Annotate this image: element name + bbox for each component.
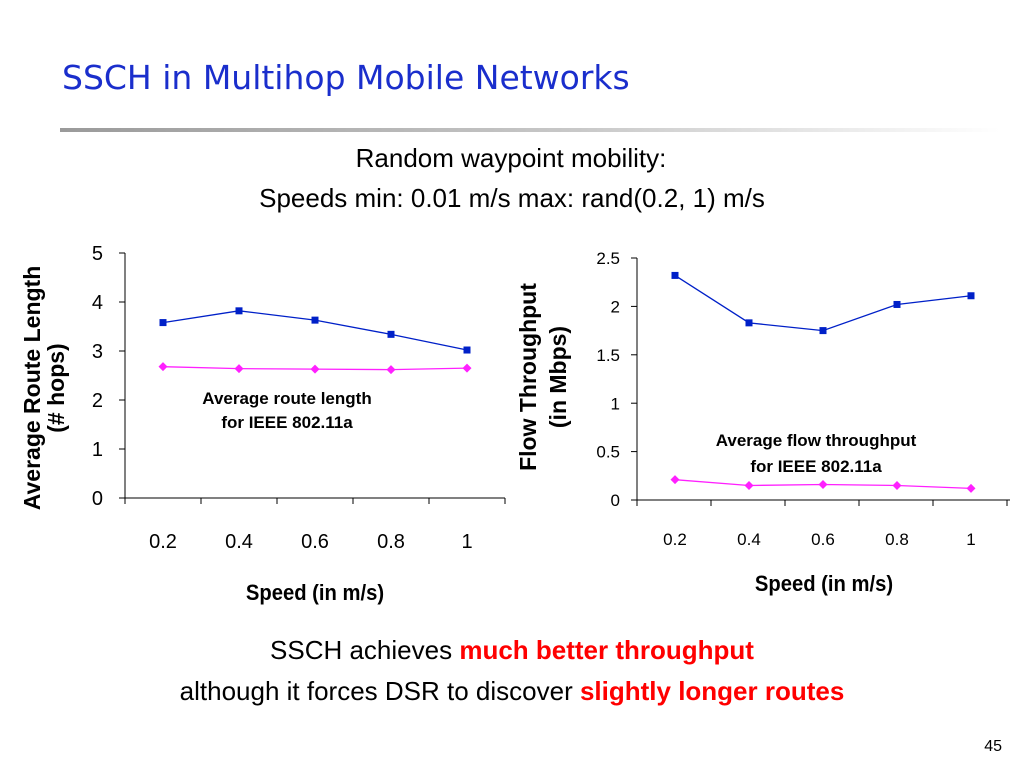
y-tick-label: 2 <box>92 390 103 412</box>
annotation-line-2: for IEEE 802.11a <box>750 457 882 476</box>
series-1-point <box>819 327 827 335</box>
title-rule <box>60 128 1000 132</box>
annotation-line-1: Average route length <box>202 389 371 408</box>
series-1-point <box>311 316 319 324</box>
slide-title: SSCH in Multihop Mobile Networks <box>62 58 630 97</box>
y-tick-label: 1 <box>611 394 620 413</box>
y-tick-label: 5 <box>92 243 103 265</box>
series-1-point <box>893 300 901 308</box>
conclusion-line-1: SSCH achieves much better throughput <box>0 635 1024 666</box>
annotation-line-2: for IEEE 802.11a <box>221 413 353 432</box>
y-axis-label-line-1: Average Route Length <box>19 266 45 511</box>
subtitle-line-1: Random waypoint mobility: <box>355 143 667 173</box>
x-tick-label: 0.8 <box>377 531 405 553</box>
x-tick-label: 0.2 <box>149 531 177 553</box>
series-2-point <box>744 480 754 490</box>
x-tick-label: 0.4 <box>737 530 761 549</box>
series-1-point <box>387 330 395 338</box>
series-1-point <box>235 307 243 315</box>
y-tick-label: 3 <box>92 341 103 363</box>
conclusion-line-2: although it forces DSR to discover sligh… <box>0 676 1024 707</box>
series-2-point <box>386 365 396 375</box>
y-tick-label: 2.5 <box>596 249 620 268</box>
x-tick-label: 0.6 <box>301 531 329 553</box>
y-axis-label-line-2: (# hops) <box>43 343 69 432</box>
x-tick-label: 1 <box>966 530 975 549</box>
y-tick-label: 1 <box>92 439 103 461</box>
y-tick-label: 2 <box>611 298 620 317</box>
subtitle-line-2: Speeds min: 0.01 m/s max: rand(0.2, 1) m… <box>259 183 765 213</box>
series-2-point <box>818 480 828 490</box>
series-2-point <box>462 363 472 373</box>
y-tick-label: 4 <box>92 292 103 314</box>
x-tick-label: 0.2 <box>663 530 687 549</box>
y-tick-label: 0 <box>92 488 103 510</box>
conclusion-line-1-text: SSCH achieves <box>270 635 460 665</box>
conclusion-line-1-highlight: much better throughput <box>459 635 754 665</box>
page-number: 45 <box>984 738 1002 755</box>
series-2-point <box>966 483 976 493</box>
y-tick-label: 0.5 <box>596 443 620 462</box>
x-tick-label: 0.6 <box>811 530 835 549</box>
series-2-point <box>892 480 902 490</box>
x-axis-label: Speed (in m/s) <box>246 581 384 605</box>
x-tick-label: 0.8 <box>885 530 909 549</box>
x-tick-label: 0.4 <box>225 531 253 553</box>
series-1-point <box>745 319 753 327</box>
annotation-line-1: Average flow throughput <box>716 431 917 450</box>
series-2-point <box>310 364 320 374</box>
y-axis-label-line-2: (in Mbps) <box>545 326 571 428</box>
x-tick-label: 1 <box>461 531 472 553</box>
y-tick-label: 0 <box>611 491 620 510</box>
series-2-point <box>158 362 168 372</box>
series-1-point <box>671 271 679 279</box>
y-tick-label: 1.5 <box>596 346 620 365</box>
series-1-point <box>159 319 167 327</box>
series-1-point <box>967 292 975 300</box>
y-axis-label-line-1: Flow Throughput <box>515 283 541 471</box>
throughput-chart: 0 0.5 1 1.5 2 2.5 0.2 0.4 0.6 0.8 1 Speed (in m/s) F… <box>515 249 1010 596</box>
route-length-chart: 0 1 2 3 4 5 0.2 0.4 0.6 0.8 1 Speed (in m/s) Average… <box>19 243 506 605</box>
series-2-point <box>234 364 244 374</box>
series-2-point <box>670 475 680 485</box>
series-1-point <box>463 346 471 354</box>
conclusion-line-2-text: although it forces DSR to discover <box>179 676 580 706</box>
conclusion-line-2-highlight: slightly longer routes <box>579 676 845 706</box>
series-line-1 <box>674 274 972 332</box>
x-axis-label: Speed (in m/s) <box>755 572 893 596</box>
